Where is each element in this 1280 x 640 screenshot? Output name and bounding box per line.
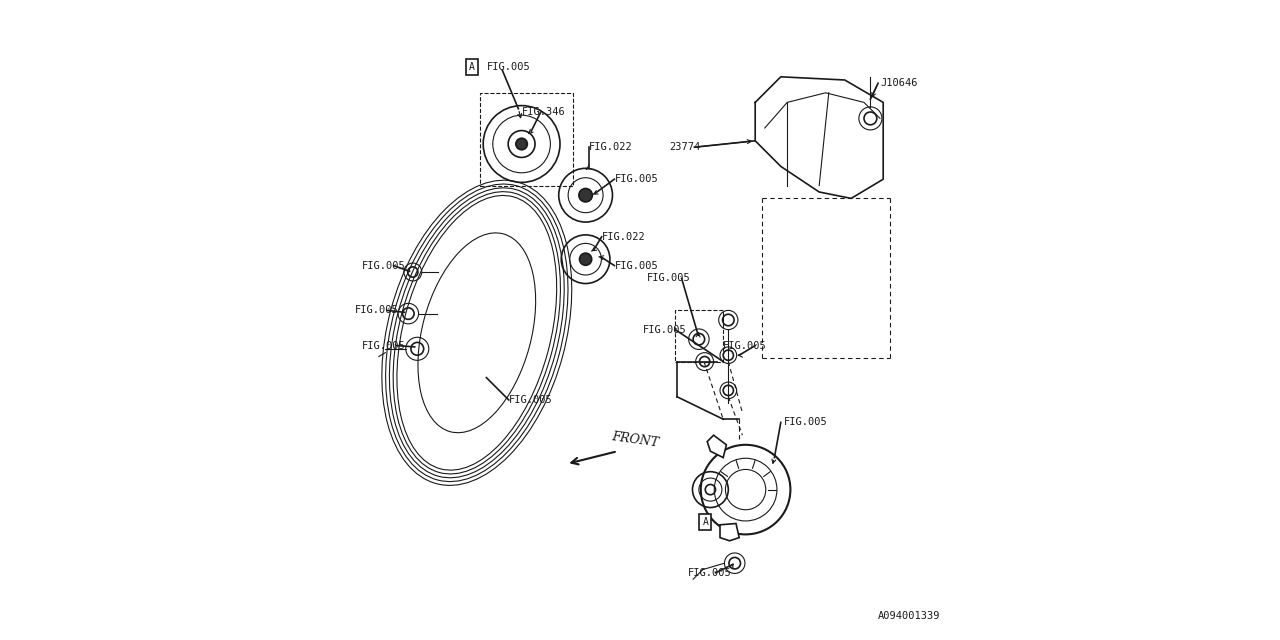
Text: FIG.005: FIG.005 xyxy=(646,273,690,284)
Text: J10646: J10646 xyxy=(881,78,918,88)
Text: 23774: 23774 xyxy=(668,142,700,152)
Text: FIG.005: FIG.005 xyxy=(723,340,767,351)
Text: FIG.005: FIG.005 xyxy=(614,260,658,271)
Text: FIG.005: FIG.005 xyxy=(356,305,399,316)
Text: FIG.005: FIG.005 xyxy=(689,568,732,578)
Text: FIG.005: FIG.005 xyxy=(614,174,658,184)
Text: FIG.005: FIG.005 xyxy=(362,260,406,271)
Circle shape xyxy=(580,253,591,266)
Text: A094001339: A094001339 xyxy=(878,611,941,621)
Text: FIG.005: FIG.005 xyxy=(362,340,406,351)
Text: A: A xyxy=(703,516,708,527)
Text: FIG.022: FIG.022 xyxy=(602,232,645,242)
Text: FIG.022: FIG.022 xyxy=(589,142,632,152)
Text: FIG.005: FIG.005 xyxy=(486,62,530,72)
Polygon shape xyxy=(708,435,727,458)
Text: A: A xyxy=(468,62,475,72)
Text: FIG.005: FIG.005 xyxy=(644,324,687,335)
Text: FIG.005: FIG.005 xyxy=(508,395,553,405)
Text: FIG.346: FIG.346 xyxy=(522,107,566,117)
Text: FRONT: FRONT xyxy=(612,430,660,449)
Polygon shape xyxy=(719,524,740,541)
Bar xyxy=(480,93,573,186)
Bar xyxy=(676,310,723,362)
Text: FIG.005: FIG.005 xyxy=(783,417,828,428)
Circle shape xyxy=(579,189,593,202)
Circle shape xyxy=(516,138,527,150)
